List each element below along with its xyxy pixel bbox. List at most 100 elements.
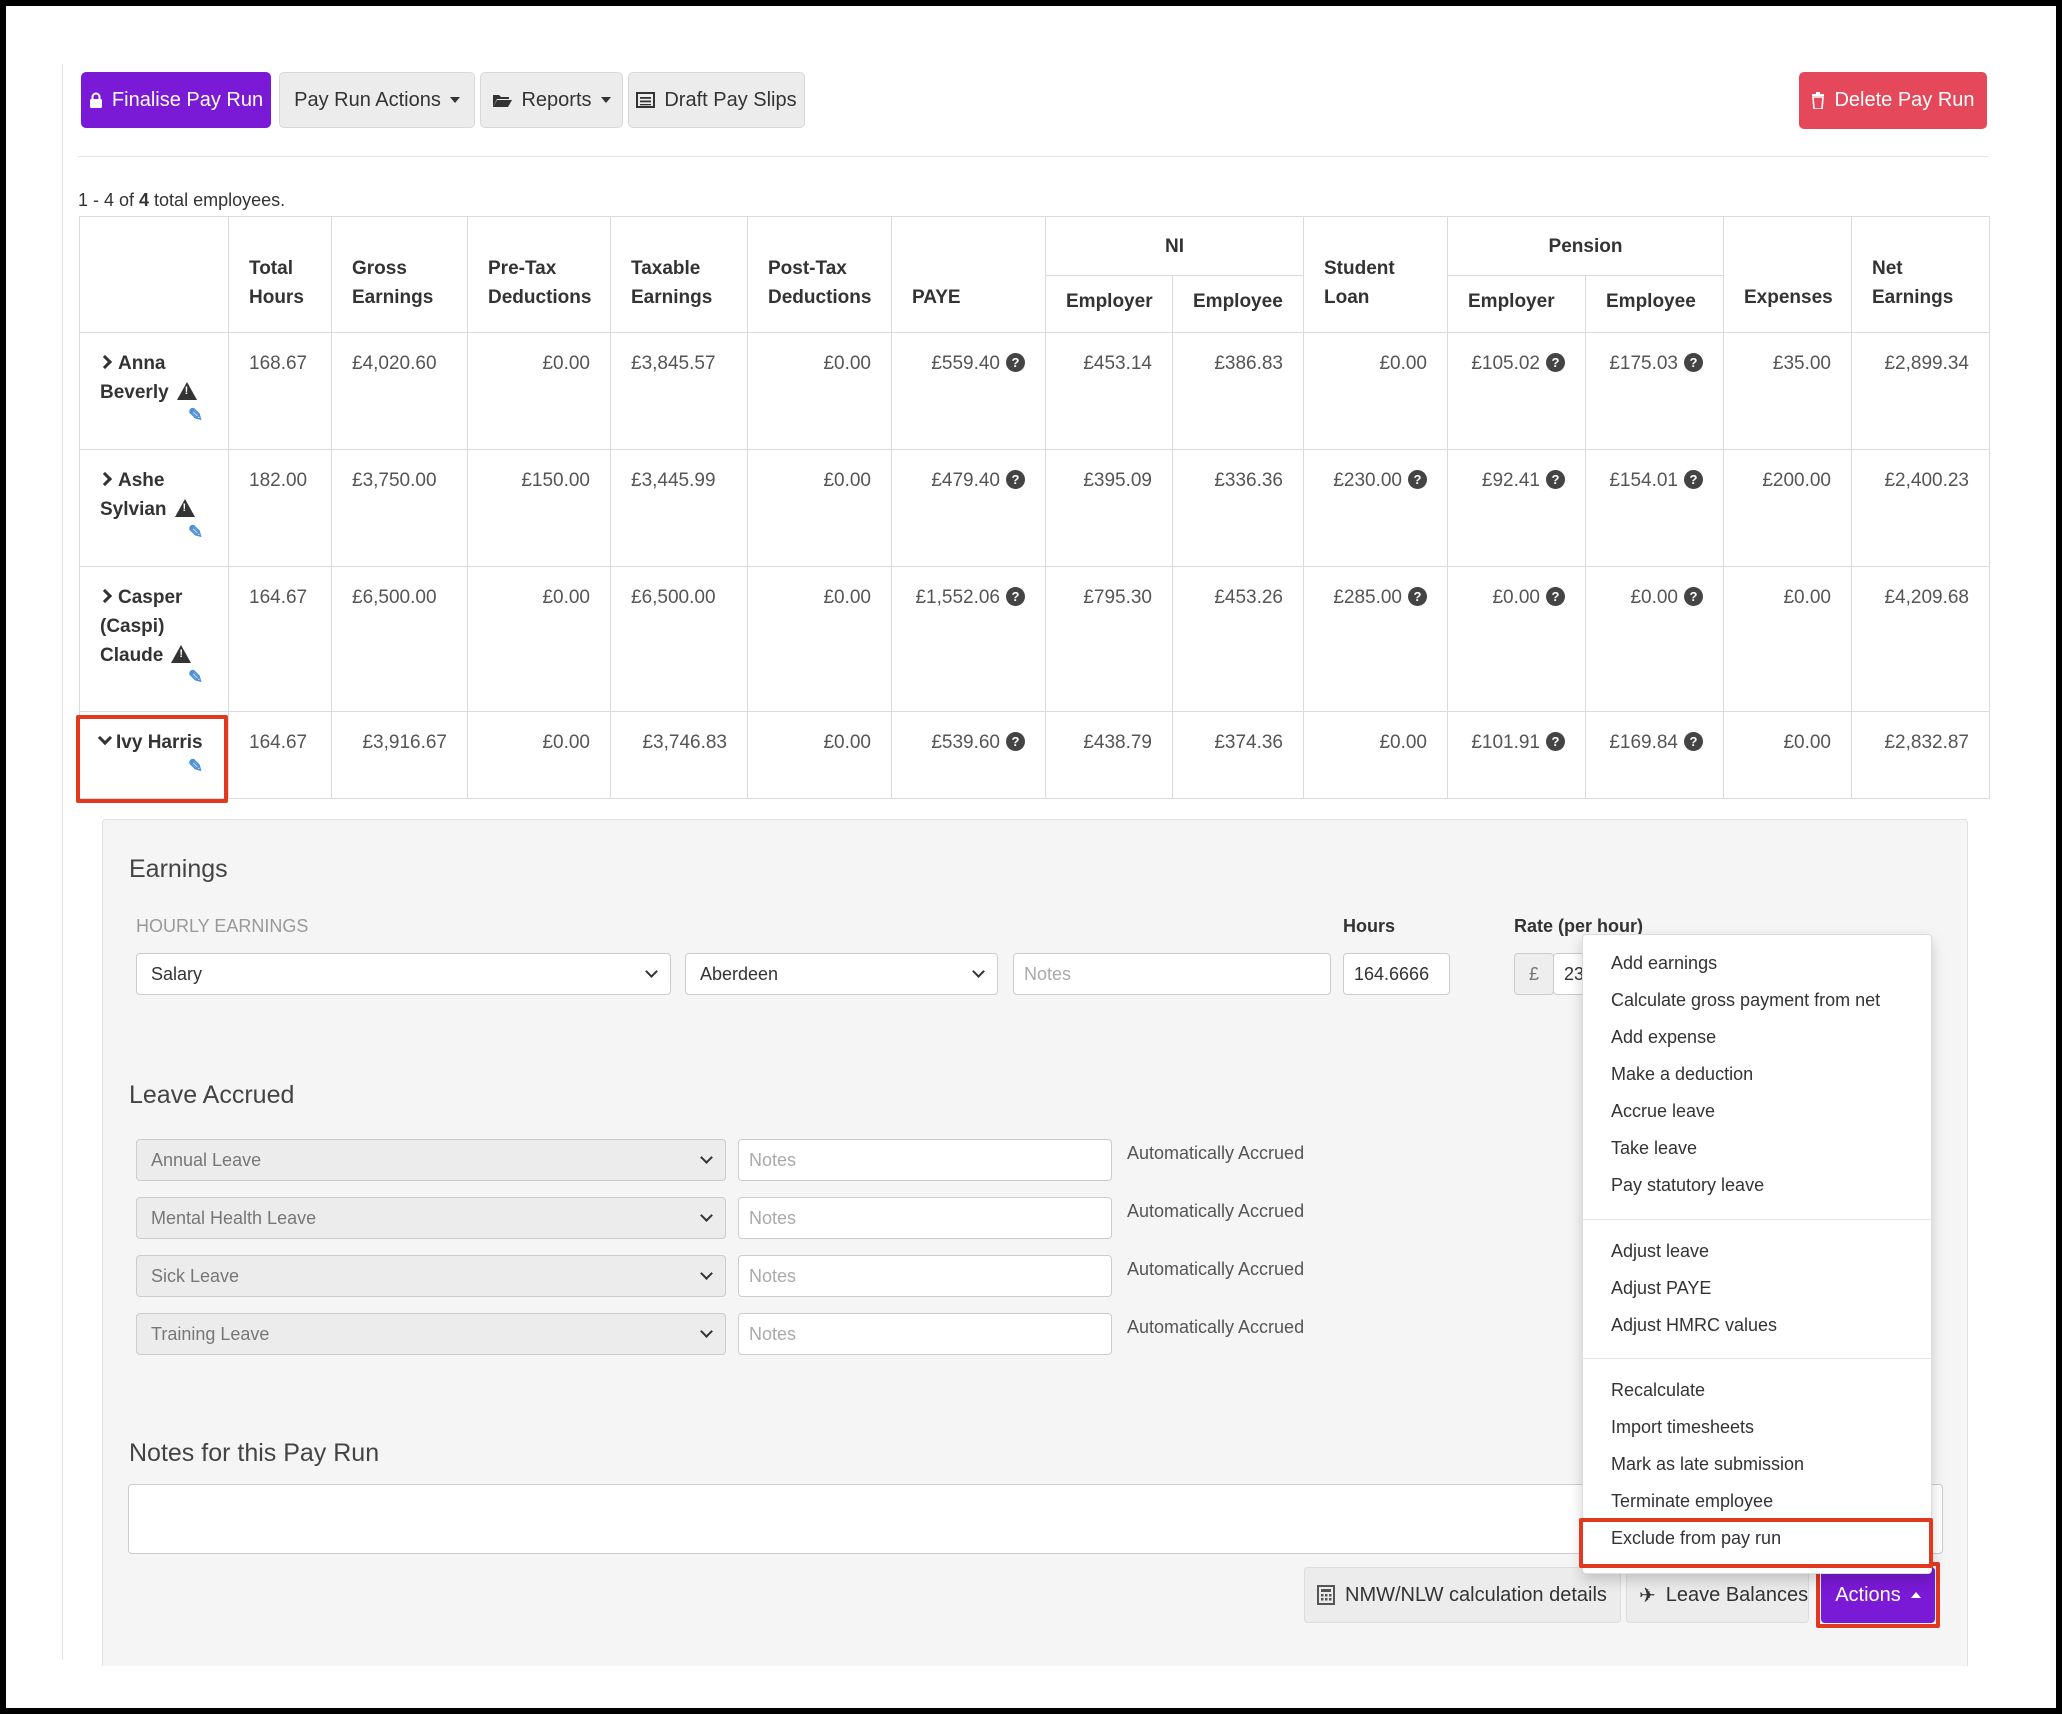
paye-value: £1,552.06 [915, 587, 1000, 608]
pension-employee-value: £154.01 [1609, 470, 1678, 491]
menu-item-import-timesheets[interactable]: Import timesheets [1611, 1417, 1755, 1437]
hours-input[interactable]: 164.6666 [1343, 953, 1450, 995]
leave-type-select[interactable]: Mental Health Leave [136, 1197, 726, 1239]
pension-employer-header[interactable]: Employer [1447, 275, 1586, 333]
net-cell: £2,832.87 [1851, 711, 1990, 799]
menu-item-accrue-leave[interactable]: Accrue leave [1611, 1101, 1716, 1121]
help-icon[interactable]: ? [1684, 587, 1703, 607]
warning-icon[interactable] [171, 645, 192, 663]
ni-employer-cell: £438.79 [1045, 711, 1173, 799]
pension-employer-value: £105.02 [1471, 353, 1540, 374]
pay-run-actions-button[interactable]: Pay Run Actions [279, 72, 475, 128]
student-loan-header[interactable]: Student Loan [1303, 216, 1448, 333]
employee-cell[interactable]: Ivy Harris ✎ [79, 711, 229, 799]
help-icon[interactable]: ? [1006, 732, 1025, 752]
help-icon[interactable]: ? [1006, 587, 1025, 607]
chevron-right-icon[interactable] [97, 471, 113, 487]
posttax-deductions-header[interactable]: Post-Tax Deductions [747, 216, 892, 333]
finalise-pay-run-button[interactable]: Finalise Pay Run [81, 72, 271, 128]
menu-item-adjust-paye[interactable]: Adjust PAYE [1611, 1278, 1712, 1298]
reports-button[interactable]: Reports [480, 72, 623, 128]
employee-name[interactable]: Anna Beverly [100, 353, 169, 403]
earnings-notes-input[interactable]: Notes [1013, 953, 1331, 995]
menu-item-adjust-leave[interactable]: Adjust leave [1611, 1241, 1710, 1261]
student-loan-cell: £285.00? [1303, 566, 1448, 712]
leave-notes-input[interactable]: Notes [738, 1313, 1112, 1355]
pencil-icon[interactable]: ✎ [188, 405, 204, 425]
taxable-cell: £3,445.99 [610, 449, 748, 567]
leave-notes-input[interactable]: Notes [738, 1255, 1112, 1297]
pencil-icon[interactable]: ✎ [188, 756, 204, 776]
actions-button[interactable]: Actions [1821, 1567, 1935, 1623]
help-icon[interactable]: ? [1546, 732, 1565, 752]
paye-header[interactable]: PAYE [891, 216, 1046, 333]
help-icon[interactable]: ? [1546, 353, 1565, 373]
paye-cell: £559.40? [891, 332, 1046, 450]
menu-divider [1583, 1358, 1931, 1359]
pencil-icon[interactable]: ✎ [188, 522, 204, 542]
leave-notes-input[interactable]: Notes [738, 1139, 1112, 1181]
earnings-type-select[interactable]: Salary [136, 953, 671, 995]
finalise-pay-run-label: Finalise Pay Run [111, 88, 264, 111]
help-icon[interactable]: ? [1408, 470, 1427, 490]
menu-item-mark-late-submission[interactable]: Mark as late submission [1611, 1454, 1805, 1474]
leave-status: Automatically Accrued [1127, 1143, 1305, 1163]
help-icon[interactable]: ? [1684, 470, 1703, 490]
menu-item-adjust-hmrc[interactable]: Adjust HMRC values [1611, 1315, 1778, 1335]
count-total: 4 [139, 190, 150, 210]
ni-group-header: NI [1045, 216, 1304, 276]
taxable-cell: £6,500.00 [610, 566, 748, 712]
chevron-right-icon[interactable] [97, 588, 113, 604]
help-icon[interactable]: ? [1546, 587, 1565, 607]
location-select[interactable]: Aberdeen [685, 953, 998, 995]
warning-icon[interactable] [174, 499, 195, 517]
help-icon[interactable]: ? [1684, 732, 1703, 752]
menu-item-take-leave[interactable]: Take leave [1611, 1138, 1698, 1158]
pencil-icon[interactable]: ✎ [188, 667, 204, 687]
menu-item-make-deduction[interactable]: Make a deduction [1611, 1064, 1754, 1084]
employee-cell[interactable]: Casper(Caspi)Claude ✎ [79, 566, 229, 712]
help-icon[interactable]: ? [1006, 353, 1025, 373]
menu-item-add-earnings[interactable]: Add earnings [1611, 953, 1718, 973]
menu-item-recalculate[interactable]: Recalculate [1611, 1380, 1706, 1400]
help-icon[interactable]: ? [1546, 470, 1565, 490]
leave-type-select[interactable]: Training Leave [136, 1313, 726, 1355]
help-icon[interactable]: ? [1006, 470, 1025, 490]
leave-type-select[interactable]: Sick Leave [136, 1255, 726, 1297]
nmw-calculation-button[interactable]: NMW/NLW calculation details [1304, 1567, 1621, 1623]
draft-pay-slips-button[interactable]: Draft Pay Slips [628, 72, 805, 128]
leave-balances-button[interactable]: ✈ Leave Balances [1626, 1567, 1809, 1623]
menu-item-calculate-gross[interactable]: Calculate gross payment from net [1611, 990, 1881, 1010]
help-icon[interactable]: ? [1684, 353, 1703, 373]
employee-header [79, 216, 229, 333]
chevron-right-icon[interactable] [97, 354, 113, 370]
menu-item-add-expense[interactable]: Add expense [1611, 1027, 1717, 1047]
ni-employer-header[interactable]: Employer [1045, 275, 1173, 333]
help-icon[interactable]: ? [1408, 587, 1427, 607]
taxable-earnings-header[interactable]: Taxable Earnings [610, 216, 748, 333]
leave-status: Automatically Accrued [1127, 1259, 1305, 1279]
net-earnings-header[interactable]: Net Earnings [1851, 216, 1990, 333]
delete-pay-run-button[interactable]: Delete Pay Run [1799, 72, 1987, 129]
expenses-header[interactable]: Expenses [1723, 216, 1852, 333]
menu-item-terminate-employee[interactable]: Terminate employee [1611, 1491, 1774, 1511]
leave-type-select[interactable]: Annual Leave [136, 1139, 726, 1181]
earnings-type-value: Salary [151, 963, 203, 984]
employee-name[interactable]: Ashe Sylvian [100, 470, 167, 520]
leave-notes-input[interactable]: Notes [738, 1197, 1112, 1239]
employee-name[interactable]: Ivy Harris [116, 732, 203, 753]
menu-item-pay-statutory-leave[interactable]: Pay statutory leave [1611, 1175, 1765, 1195]
actions-dropdown-menu: Add earnings Calculate gross payment fro… [1582, 934, 1932, 1574]
menu-item-exclude-from-pay-run[interactable]: Exclude from pay run [1611, 1528, 1782, 1548]
taxable-cell: £3,746.83 [610, 711, 748, 799]
pension-employee-header[interactable]: Employee [1585, 275, 1724, 333]
pretax-deductions-header[interactable]: Pre-Tax Deductions [467, 216, 611, 333]
total-hours-header[interactable]: Total Hours [228, 216, 332, 333]
ni-employee-header[interactable]: Employee [1172, 275, 1304, 333]
screenshot-frame: Finalise Pay Run Pay Run Actions Reports… [6, 6, 2056, 1708]
warning-icon[interactable] [176, 382, 197, 400]
gross-earnings-header[interactable]: Gross Earnings [331, 216, 468, 333]
employee-name[interactable]: Casper (Caspi) Claude [100, 587, 183, 666]
